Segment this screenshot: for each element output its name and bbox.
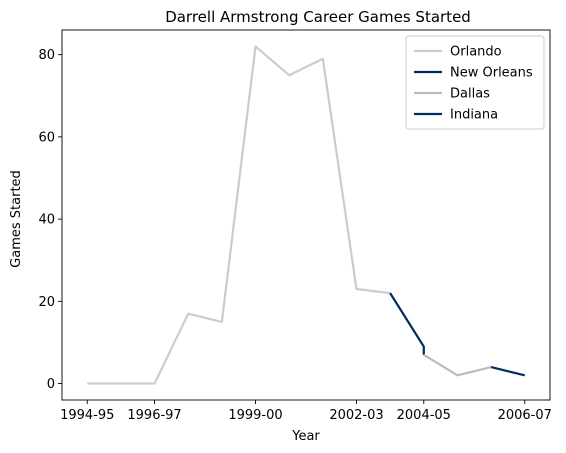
x-tick-label: 2002-03 bbox=[329, 408, 383, 423]
legend-box bbox=[405, 35, 545, 130]
series-line-indiana bbox=[490, 366, 526, 377]
series-line-dallas bbox=[423, 353, 492, 377]
axes-layer: 0 20 40 60 80 1994-95 1996-97 1999-00 2002-03 200… bbox=[38, 29, 552, 423]
y-tick-label: 60 bbox=[38, 130, 55, 145]
x-tick-label: 2006-07 bbox=[498, 408, 552, 423]
series-layer bbox=[87, 45, 526, 385]
legend-label-dallas: Dallas bbox=[450, 87, 490, 102]
x-tick-label: 2004-05 bbox=[397, 408, 451, 423]
y-tick-label: 40 bbox=[38, 213, 55, 228]
x-tick-label: 1996-97 bbox=[127, 408, 181, 423]
legend-label-orlando: Orlando bbox=[450, 45, 502, 60]
x-tick-label: 1994-95 bbox=[60, 408, 114, 423]
y-tick-label: 20 bbox=[38, 295, 55, 310]
series-line-orlando bbox=[87, 45, 391, 385]
legend-label-new-orleans: New Orleans bbox=[450, 66, 533, 81]
x-tick-label: 1999-00 bbox=[228, 408, 282, 423]
x-axis-label: Year bbox=[291, 429, 320, 444]
chart-title: Darrell Armstrong Career Games Started bbox=[165, 8, 471, 26]
y-axis-label: Games Started bbox=[9, 170, 24, 268]
legend-label-indiana: Indiana bbox=[450, 108, 498, 123]
plot-frame bbox=[61, 29, 551, 401]
legend: Orlando New Orleans Dallas Indiana bbox=[405, 35, 545, 130]
series-line-new-orleans bbox=[389, 292, 425, 355]
y-tick-label: 80 bbox=[38, 48, 55, 63]
y-tick-label: 0 bbox=[47, 377, 55, 392]
